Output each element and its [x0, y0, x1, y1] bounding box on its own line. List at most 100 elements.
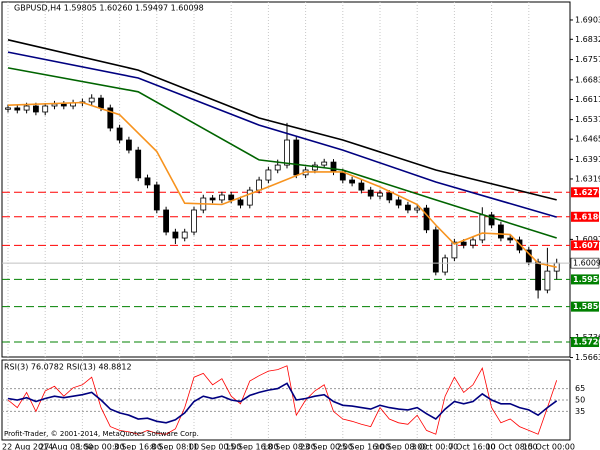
level-box — [571, 274, 599, 285]
x-tick-label: 11 Sep 00:00 — [188, 443, 241, 450]
moving-average — [7, 39, 557, 201]
candle-body — [256, 179, 263, 191]
candle-body — [33, 105, 39, 113]
y-tick-label: 1.56630 — [575, 353, 600, 362]
level-label: 1.59500 — [573, 275, 600, 284]
candle-body — [218, 194, 225, 201]
candle-body — [330, 161, 337, 173]
level-box — [571, 301, 599, 312]
candle-body — [284, 139, 290, 166]
candle-body — [377, 192, 383, 197]
y-tick-label: 1.63190 — [575, 174, 600, 183]
chart-title: GBPUSD,H4 1.59805 1.60260 1.59497 1.6009… — [14, 4, 204, 13]
candle-body — [23, 105, 30, 111]
x-tick-label: 22 Aug 2014 — [2, 443, 53, 450]
level-label: 1.62700 — [573, 188, 600, 197]
x-tick-label: 30 Sep 08:00 — [374, 443, 427, 450]
candle-body — [544, 270, 551, 291]
y-tick-label: 1.60970 — [575, 235, 600, 244]
y-tick-label: 1.68320 — [575, 35, 600, 44]
last-price-label: 1.60098 — [573, 259, 600, 268]
candle-body — [126, 139, 132, 151]
candle-body — [404, 204, 411, 211]
candle-body — [451, 241, 458, 259]
candle-body — [144, 177, 151, 186]
x-tick-label: 1 Sep 00:00 — [76, 443, 124, 450]
level-label: 1.58500 — [573, 302, 600, 311]
candle-body — [209, 197, 216, 201]
candle-body — [293, 139, 300, 176]
candle-body — [116, 127, 123, 141]
main-frame — [1, 1, 571, 358]
level-box — [571, 211, 599, 222]
y-tick-label: 1.64650 — [575, 135, 600, 144]
candle-body — [470, 239, 476, 246]
last-price-box — [570, 257, 600, 269]
x-tick-label: 18 Sep 08:00 — [262, 443, 315, 450]
candle-body — [432, 229, 439, 273]
candle-body — [507, 237, 514, 241]
candle-body — [135, 149, 142, 179]
y-tick-label: 35 — [575, 407, 585, 416]
candle-body — [274, 164, 281, 171]
x-tick-label: 7 Oct 16:00 — [448, 443, 495, 450]
x-tick-label: 27 Aug 08:00 — [39, 443, 93, 450]
x-tick-label: 15 Oct 00:00 — [523, 443, 575, 450]
candle-body — [479, 214, 486, 241]
candle-body — [442, 257, 449, 273]
candle-body — [5, 107, 11, 110]
candle-body — [349, 179, 356, 184]
x-tick-label: 23 Sep 00:00 — [300, 443, 353, 450]
rsi-line — [7, 365, 558, 435]
x-tick-label: 3 Oct 00:00 — [411, 443, 458, 450]
y-tick-label: 1.65370 — [575, 115, 600, 124]
candle-body — [172, 231, 179, 239]
candle-body — [107, 107, 114, 129]
moving-average — [7, 67, 557, 239]
y-tick-label: 1.69030 — [575, 15, 600, 24]
level-label: 1.57200 — [573, 338, 600, 347]
x-tick-label: 15 Sep 16:00 — [225, 443, 278, 450]
candle-body — [423, 207, 430, 231]
candle-body — [191, 209, 197, 233]
x-tick-label: 25 Sep 16:00 — [337, 443, 390, 450]
candle-body — [98, 97, 104, 109]
candle-body — [497, 224, 504, 239]
candle-body — [88, 97, 95, 103]
candle-body — [42, 105, 49, 113]
level-box — [571, 337, 599, 348]
candle-body — [228, 194, 235, 201]
level-label: 1.61800 — [573, 212, 600, 221]
y-tick-label: 1.63910 — [575, 155, 600, 164]
level-label: 1.60750 — [573, 241, 600, 250]
candle-body — [237, 199, 244, 206]
x-tick-label: 3 Sep 16:00 — [114, 443, 162, 450]
moving-average — [7, 51, 557, 218]
moving-average — [7, 101, 557, 268]
copyright: Profit-Trader, © 2001-2014, MetaQuotes S… — [4, 430, 199, 438]
y-tick-label: 50 — [575, 396, 585, 405]
x-tick-label: 10 Oct 08:00 — [486, 443, 538, 450]
level-box — [571, 240, 599, 251]
candle-body — [153, 184, 160, 211]
level-box — [571, 187, 599, 198]
y-tick-label: 1.66830 — [575, 75, 600, 84]
candle-body — [488, 214, 495, 226]
candle-body — [181, 231, 188, 239]
candle-body — [535, 261, 541, 291]
rsi-title: RSI(3) 76.0782 RSI(13) 48.8812 — [4, 363, 132, 372]
candle-body — [14, 107, 21, 111]
y-tick-label: 1.66110 — [575, 95, 600, 104]
candle-body — [163, 209, 170, 233]
candle-body — [265, 169, 272, 181]
candle-body — [395, 199, 402, 206]
rsi-line — [7, 382, 558, 424]
candle-body — [321, 161, 328, 166]
candle-body — [60, 103, 67, 107]
candle-body — [414, 207, 421, 211]
candle-body — [460, 241, 467, 246]
y-tick-label: 1.67575 — [575, 55, 600, 64]
x-tick-label: 8 Sep 08:00 — [151, 443, 199, 450]
